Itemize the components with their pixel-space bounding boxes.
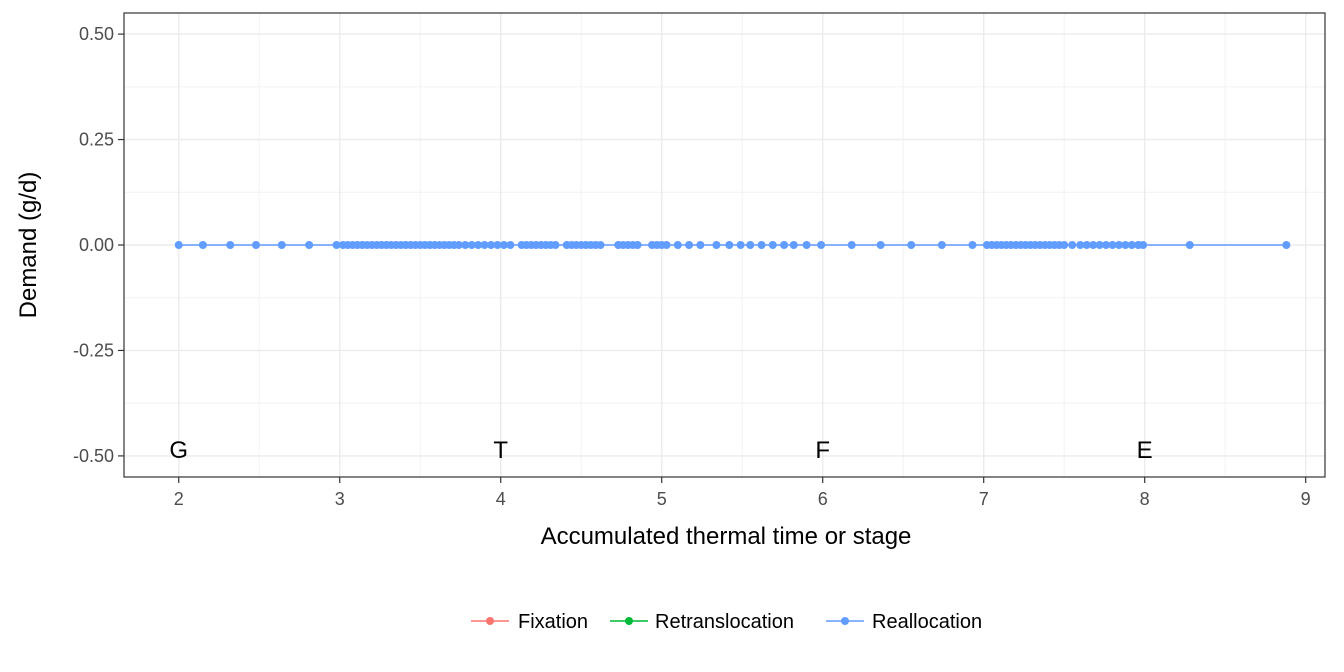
data-point (226, 241, 235, 249)
legend-item-reallocation: Reallocation (826, 611, 982, 633)
data-point (506, 241, 515, 249)
x-tick-label: 9 (1301, 489, 1311, 509)
series-layer (174, 241, 1291, 249)
data-point (277, 241, 286, 249)
data-point (1185, 241, 1194, 249)
data-point (467, 241, 476, 249)
data-point (174, 241, 183, 249)
data-point (1127, 241, 1136, 249)
data-point (499, 241, 508, 249)
x-tick-label: 3 (335, 489, 345, 509)
data-point (968, 241, 977, 249)
data-point (662, 241, 671, 249)
y-axis: 0.50 0.25 0.00 -0.25 -0.50 (73, 24, 124, 466)
data-point (725, 241, 734, 249)
data-point (757, 241, 766, 249)
data-point (696, 241, 705, 249)
data-point (1102, 241, 1111, 249)
data-point (252, 241, 261, 249)
data-point (1060, 241, 1069, 249)
data-point (551, 241, 560, 249)
data-point (633, 241, 642, 249)
data-point (596, 241, 605, 249)
data-point (1108, 241, 1117, 249)
data-point (712, 241, 721, 249)
x-tick-label: 7 (979, 489, 989, 509)
data-point (736, 241, 745, 249)
y-tick-label: 0.50 (79, 24, 114, 44)
data-point (817, 241, 826, 249)
data-point (1139, 241, 1148, 249)
data-point (1068, 241, 1077, 249)
data-point (1089, 241, 1098, 249)
data-point (198, 241, 207, 249)
legend: Fixation Retranslocation Reallocation (471, 611, 982, 633)
data-point (461, 241, 470, 249)
legend-item-fixation: Fixation (471, 611, 588, 633)
legend-label: Reallocation (872, 611, 982, 633)
x-axis-title: Accumulated thermal time or stage (541, 523, 912, 550)
stage-label-g: G (169, 437, 188, 464)
data-point (907, 241, 916, 249)
legend-label: Fixation (518, 611, 588, 633)
data-point (474, 241, 483, 249)
legend-label: Retranslocation (655, 611, 794, 633)
data-point (1121, 241, 1130, 249)
legend-key-point (486, 617, 494, 625)
data-point (480, 241, 489, 249)
data-point (1114, 241, 1123, 249)
data-point (780, 241, 789, 249)
data-point (802, 241, 811, 249)
data-point (673, 241, 682, 249)
x-axis: 2 3 4 5 6 7 8 9 (174, 477, 1311, 509)
legend-key-point (625, 617, 633, 625)
y-tick-label: -0.50 (73, 446, 114, 466)
data-point (847, 241, 856, 249)
y-axis-title: Demand (g/d) (15, 172, 42, 319)
stage-label-t: T (493, 437, 508, 464)
legend-key-point (841, 617, 849, 625)
data-point (937, 241, 946, 249)
data-point (1076, 241, 1085, 249)
x-tick-label: 4 (496, 489, 506, 509)
data-point (789, 241, 798, 249)
data-point (768, 241, 777, 249)
data-point (685, 241, 694, 249)
data-point (876, 241, 885, 249)
y-tick-label: 0.00 (79, 235, 114, 255)
x-tick-label: 8 (1140, 489, 1150, 509)
data-point (1095, 241, 1104, 249)
data-point (305, 241, 314, 249)
data-point (746, 241, 755, 249)
y-tick-label: 0.25 (79, 130, 114, 150)
data-point (493, 241, 502, 249)
x-tick-label: 2 (174, 489, 184, 509)
data-point (454, 241, 463, 249)
stage-label-e: E (1137, 437, 1153, 464)
data-point (1082, 241, 1091, 249)
x-tick-label: 6 (818, 489, 828, 509)
legend-item-retranslocation: Retranslocation (610, 611, 794, 633)
data-point (332, 241, 341, 249)
y-tick-label: -0.25 (73, 340, 114, 360)
x-tick-label: 5 (657, 489, 667, 509)
stage-label-f: F (815, 437, 830, 464)
data-point (487, 241, 496, 249)
data-point (1282, 241, 1291, 249)
